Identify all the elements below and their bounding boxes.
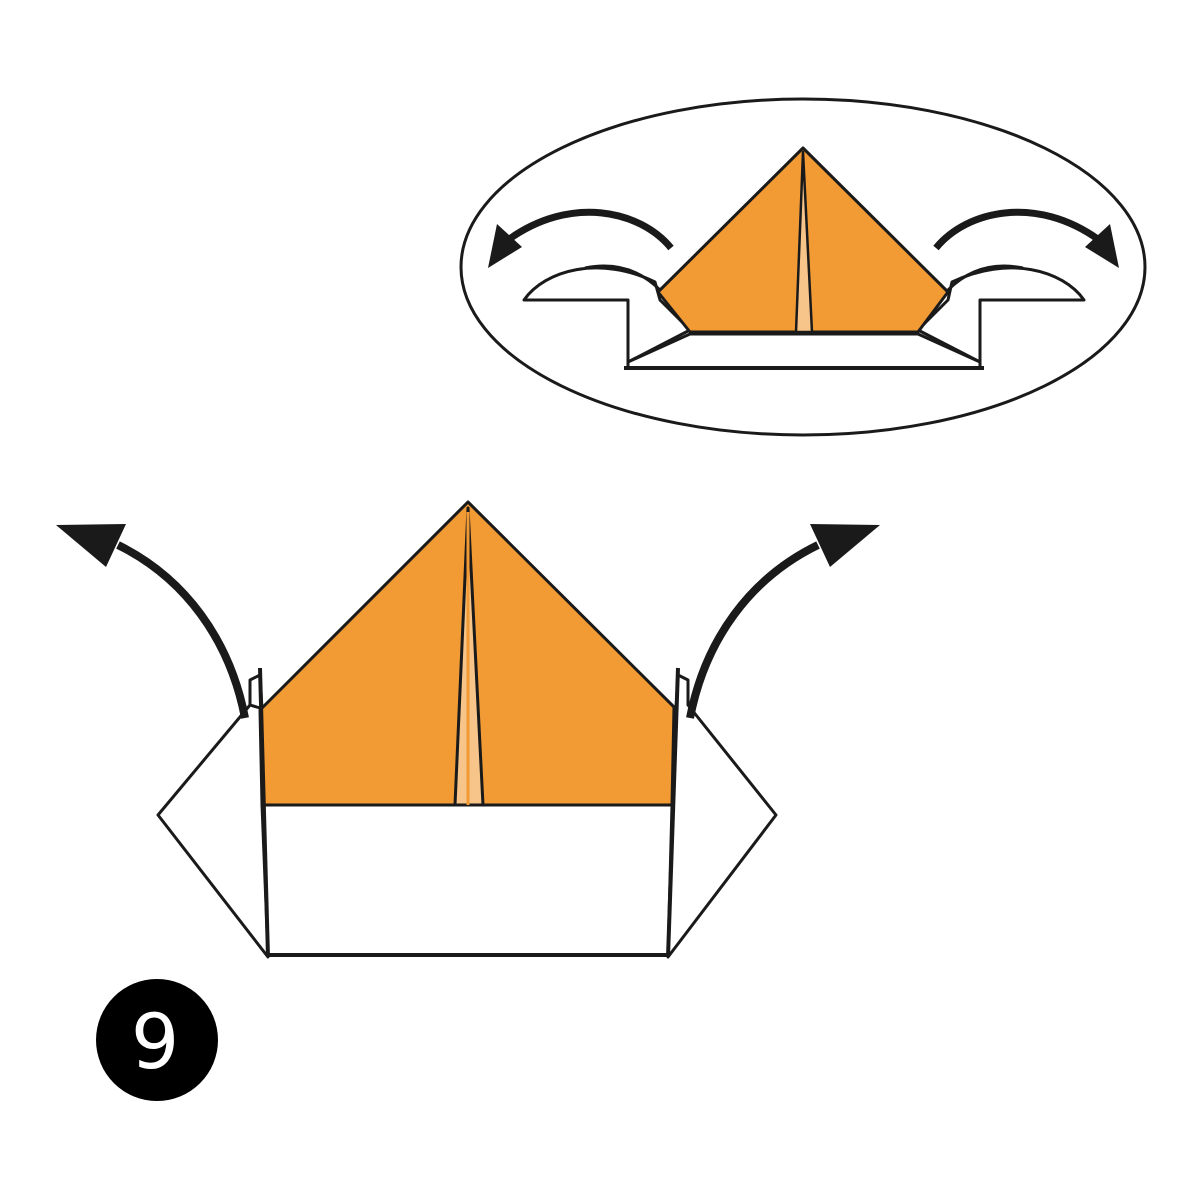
left-arrow-shaft (116, 541, 249, 719)
curved-arrow-up-left-icon (56, 524, 126, 567)
left-body-edge (258, 667, 270, 958)
step-number: 9 (131, 997, 179, 1086)
main-model (56, 500, 880, 959)
step-badge-circle (96, 979, 218, 1101)
curved-arrow-right-icon (1085, 224, 1119, 268)
inset-left-arrow-shaft (505, 208, 674, 251)
step-badge: 9 (96, 979, 218, 1101)
right-side-flap (666, 673, 778, 959)
inset-right-arrow-shaft (933, 208, 1102, 251)
right-arrow-shaft (686, 541, 820, 719)
inset-detail (459, 97, 1147, 437)
right-body-edge (666, 667, 680, 958)
curved-arrow-left-icon (488, 224, 522, 268)
white-base-rectangle (260, 803, 674, 957)
inset-base-band (626, 332, 982, 370)
inset-right-flap-fold (946, 264, 1024, 292)
inset-center-crease (794, 150, 814, 334)
left-flap-inner-edge (249, 703, 261, 710)
left-side-flap (156, 673, 270, 959)
inset-left-flap-fold (584, 264, 662, 292)
curved-arrow-up-right-icon (810, 524, 880, 567)
